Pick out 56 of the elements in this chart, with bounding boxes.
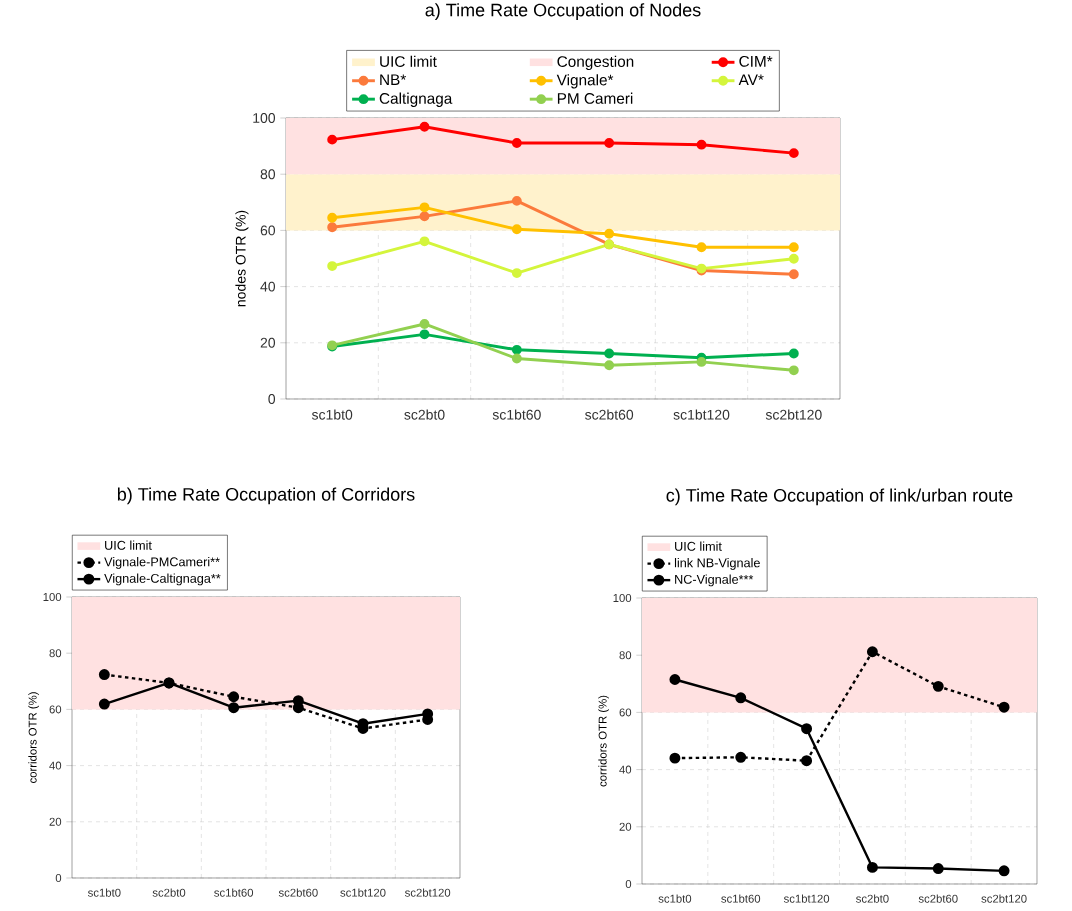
- x-tick-label: sc2bt120: [981, 894, 1027, 903]
- legend-label: Congestion: [557, 55, 634, 71]
- legend-label: PM Cameri: [557, 92, 633, 104]
- y-axis-title: nodes OTR (%): [235, 210, 249, 307]
- x-tick-label: sc2bt60: [585, 409, 634, 420]
- y-axis-title: corridors OTR (%): [28, 692, 39, 783]
- x-tick-label: sc2bt120: [404, 888, 451, 897]
- y-tick-label: 60: [49, 705, 62, 714]
- x-tick-label: sc1bt120: [340, 888, 386, 897]
- chart-title: b) Time Rate Occupation of Corridors: [117, 487, 415, 505]
- legend-label: Vignale-PMCameri**: [104, 557, 220, 569]
- x-tick-label: sc2bt60: [918, 894, 958, 903]
- x-tick-label: sc2bt0: [152, 888, 186, 897]
- chart-title: a) Time Rate Occupation of Nodes: [425, 3, 701, 20]
- x-tick-label: sc1bt60: [492, 409, 541, 420]
- legend-label: Vignale*: [556, 74, 614, 89]
- legend-label: Vignale-Caltignaga**: [104, 573, 221, 586]
- x-tick-label: sc1bt120: [783, 894, 830, 903]
- chart-title: c) Time Rate Occupation of link/urban route: [666, 488, 1013, 506]
- y-tick-label: 0: [625, 879, 632, 888]
- y-tick-label: 20: [619, 822, 632, 831]
- legend-label: NB*: [380, 74, 407, 85]
- legend-label: AV*: [738, 74, 764, 85]
- y-axis-title: corridors OTR (%): [598, 695, 609, 787]
- y-tick-label: 100: [253, 113, 276, 123]
- legend-label: UIC limit: [105, 540, 152, 550]
- legend-label: UIC limit: [380, 55, 437, 67]
- legend-label: CIM*: [739, 55, 773, 67]
- y-tick-label: 60: [260, 225, 276, 236]
- y-tick-label: 40: [260, 281, 276, 292]
- x-tick-label: sc1bt60: [721, 894, 761, 903]
- y-tick-label: 40: [619, 765, 632, 774]
- x-tick-label: sc1bt120: [673, 409, 730, 420]
- y-tick-label: 100: [613, 593, 632, 602]
- y-tick-label: 0: [55, 873, 62, 882]
- legend-label: Caltignaga: [379, 92, 453, 107]
- y-tick-label: 20: [260, 337, 276, 348]
- legend-label: UIC limit: [675, 541, 722, 551]
- x-tick-label: sc1bt0: [658, 894, 692, 903]
- x-tick-label: sc1bt0: [311, 409, 353, 420]
- x-tick-label: sc1bt0: [87, 888, 121, 897]
- y-tick-label: 100: [43, 592, 62, 601]
- y-tick-label: 20: [49, 817, 62, 826]
- y-tick-label: 0: [268, 394, 276, 404]
- legend-label: NC-Vignale***: [675, 574, 754, 587]
- y-tick-label: 80: [619, 651, 632, 660]
- x-tick-label: sc2bt0: [404, 409, 445, 420]
- x-tick-label: sc2bt120: [765, 409, 822, 420]
- y-tick-label: 40: [49, 761, 62, 770]
- x-tick-label: sc2bt60: [278, 888, 318, 897]
- y-tick-label: 60: [619, 708, 632, 717]
- x-tick-label: sc1bt60: [214, 888, 254, 897]
- y-tick-label: 80: [260, 169, 276, 180]
- y-tick-label: 80: [49, 649, 62, 658]
- x-tick-label: sc2bt0: [856, 894, 889, 903]
- legend-label: link NB-Vignale: [674, 558, 760, 570]
